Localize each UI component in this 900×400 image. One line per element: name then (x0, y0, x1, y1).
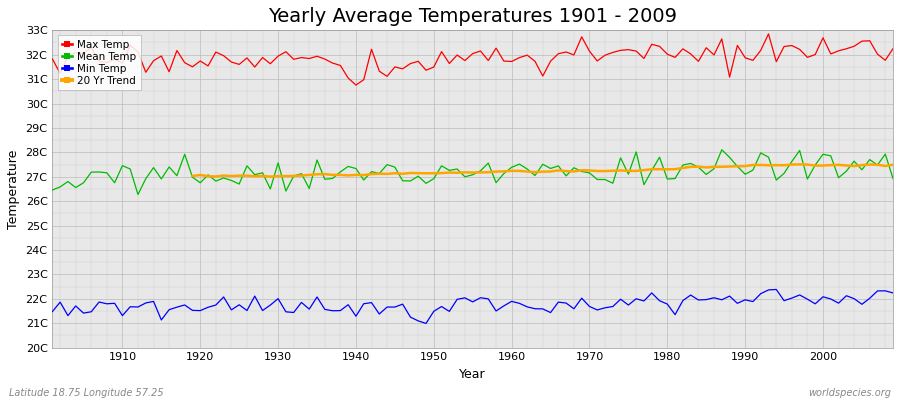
X-axis label: Year: Year (459, 368, 486, 381)
Text: Latitude 18.75 Longitude 57.25: Latitude 18.75 Longitude 57.25 (9, 388, 164, 398)
Legend: Max Temp, Mean Temp, Min Temp, 20 Yr Trend: Max Temp, Mean Temp, Min Temp, 20 Yr Tre… (58, 36, 140, 90)
Text: worldspecies.org: worldspecies.org (808, 388, 891, 398)
Y-axis label: Temperature: Temperature (7, 149, 20, 229)
Title: Yearly Average Temperatures 1901 - 2009: Yearly Average Temperatures 1901 - 2009 (268, 7, 677, 26)
